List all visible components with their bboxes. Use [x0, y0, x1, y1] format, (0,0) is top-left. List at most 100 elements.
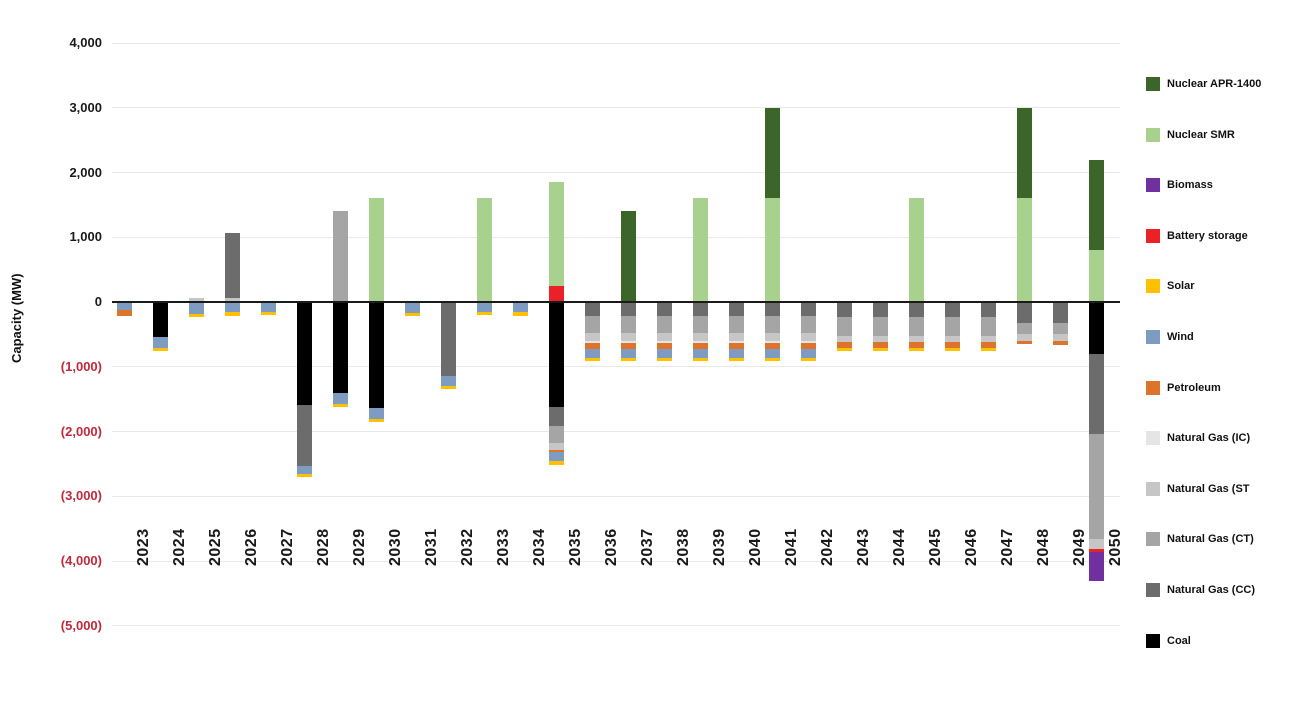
legend-item: Natural Gas (ST [1146, 481, 1250, 496]
y-tick-label: (1,000) [60, 358, 102, 374]
bar-segment [656, 340, 672, 344]
legend-swatch-icon [1146, 431, 1160, 446]
bar-segment [800, 340, 816, 344]
x-tick-label: 2037 [639, 528, 656, 566]
bar-segment [944, 302, 960, 317]
bar-segment [620, 302, 636, 317]
bar-segment [908, 316, 924, 336]
bar-segment [800, 316, 816, 334]
y-gridline [112, 172, 1120, 173]
bar-segment [584, 340, 600, 344]
x-tick-label: 2049 [1071, 528, 1088, 566]
bar-segment [584, 302, 600, 317]
bar-segment [1088, 551, 1104, 582]
legend-label: Natural Gas (ST [1167, 482, 1250, 495]
bar-segment [1016, 340, 1032, 345]
zero-axis-line [112, 301, 1120, 303]
bar-segment [368, 198, 384, 302]
bar-segment [620, 340, 636, 344]
bar-segment [764, 302, 780, 317]
bar-segment [872, 335, 888, 343]
bar-segment [728, 343, 744, 350]
bar-segment [440, 375, 456, 387]
y-gridline [112, 236, 1120, 238]
bar-segment [800, 357, 816, 361]
bar-segment [908, 347, 924, 352]
bar-segment [368, 407, 384, 420]
bar-segment [728, 357, 744, 361]
bar-segment [548, 450, 564, 453]
bar-segment [728, 349, 744, 358]
bar-segment [512, 312, 528, 316]
legend-item: Natural Gas (CT) [1146, 532, 1254, 547]
bar-segment [980, 316, 996, 336]
bar-segment [656, 343, 672, 350]
bar-segment [764, 333, 780, 341]
bar-segment [152, 336, 168, 348]
x-tick-label: 2033 [495, 528, 512, 566]
bar-segment [1016, 322, 1032, 335]
bar-segment [872, 342, 888, 348]
bar-segment [1016, 334, 1032, 341]
bar-segment [908, 198, 924, 302]
bar-segment [548, 302, 564, 407]
bar-segment [656, 349, 672, 358]
y-tick-label: (5,000) [60, 617, 102, 633]
legend-item: Natural Gas (IC) [1146, 431, 1250, 446]
bar-segment [944, 347, 960, 352]
legend-item: Coal [1146, 633, 1191, 648]
x-tick-label: 2040 [747, 528, 764, 566]
bar-segment [1088, 548, 1104, 552]
bar-segment [584, 343, 600, 350]
bar-segment [440, 386, 456, 390]
bar-segment [764, 340, 780, 344]
bar-segment [1088, 434, 1104, 539]
legend-item: Nuclear APR-1400 [1146, 77, 1261, 91]
bar-segment [620, 357, 636, 361]
bar-segment [692, 302, 708, 317]
legend-label: Nuclear SMR [1167, 128, 1235, 141]
bar-segment [764, 198, 780, 302]
bar-segment [368, 302, 384, 408]
x-tick-label: 2032 [459, 528, 476, 566]
x-tick-label: 2029 [351, 528, 368, 566]
x-tick-label: 2038 [675, 528, 692, 566]
x-tick-label: 2034 [531, 528, 548, 566]
x-tick-label: 2036 [603, 528, 620, 566]
bar-segment [1016, 302, 1032, 323]
y-tick-label: (2,000) [60, 423, 102, 439]
bar-segment [656, 333, 672, 341]
bar-segment [944, 342, 960, 348]
bar-segment [224, 298, 240, 302]
y-gridline [112, 42, 1120, 44]
bar-segment [908, 342, 924, 348]
x-tick-label: 2047 [999, 528, 1016, 566]
legend-label: Nuclear APR-1400 [1167, 78, 1262, 90]
bar-segment [332, 404, 348, 407]
y-tick-label: 3,000 [69, 99, 102, 115]
bar-segment [1088, 538, 1104, 549]
bar-segment [980, 342, 996, 348]
bar-segment [548, 182, 564, 286]
bar-segment [944, 316, 960, 336]
bar-segment [620, 333, 636, 341]
bar-segment [656, 357, 672, 361]
bar-segment [692, 333, 708, 341]
bar-segment [296, 404, 312, 466]
x-tick-label: 2043 [855, 528, 872, 566]
y-tick-label: 4,000 [69, 35, 102, 50]
bar-segment [1052, 322, 1068, 335]
bar-segment [620, 343, 636, 350]
x-tick-label: 2030 [387, 528, 404, 566]
x-tick-label: 2023 [135, 528, 152, 566]
bar-segment [476, 198, 492, 302]
legend-swatch-icon [1146, 279, 1160, 294]
bar-segment [188, 298, 204, 302]
bar-segment [692, 357, 708, 361]
y-tick-label: (3,000) [60, 488, 102, 504]
bar-segment [620, 316, 636, 334]
bar-segment [260, 302, 276, 312]
bar-segment [188, 302, 204, 314]
bar-segment [1052, 334, 1068, 341]
bar-segment [440, 302, 456, 376]
